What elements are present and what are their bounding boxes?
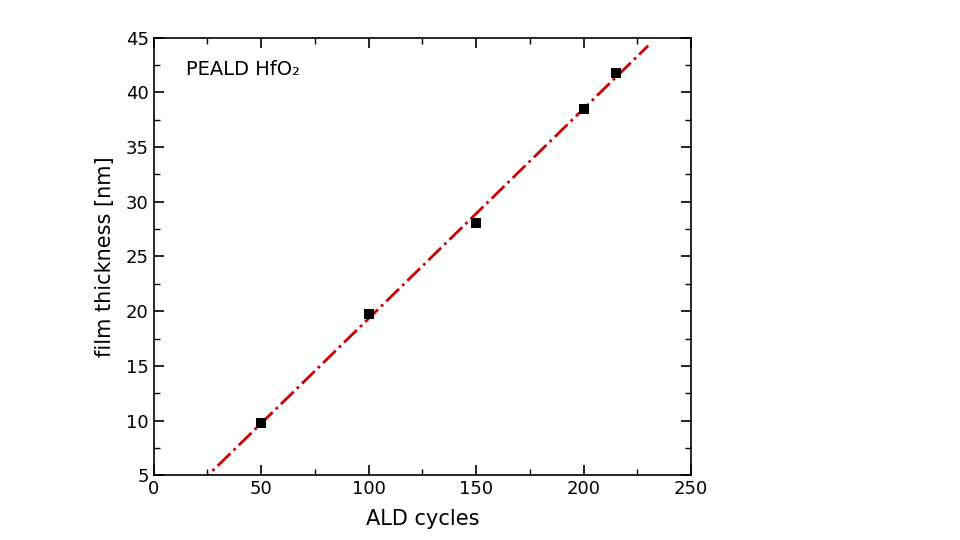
Text: PEALD HfO₂: PEALD HfO₂	[186, 59, 300, 79]
X-axis label: ALD cycles: ALD cycles	[366, 509, 479, 529]
Point	[576, 105, 591, 113]
Point	[468, 218, 484, 227]
Point	[361, 310, 376, 319]
Point	[253, 418, 269, 427]
Y-axis label: film thickness [nm]: film thickness [nm]	[95, 156, 114, 357]
Point	[609, 69, 624, 77]
